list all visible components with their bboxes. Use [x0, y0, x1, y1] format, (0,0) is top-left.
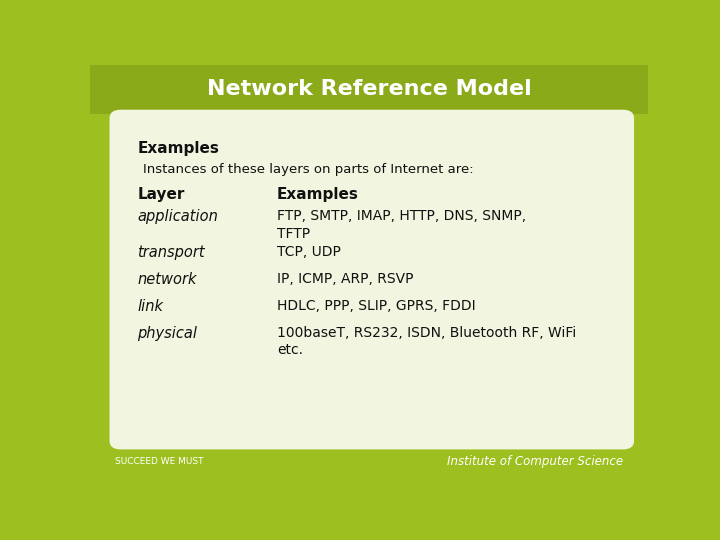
Text: Examples: Examples: [277, 187, 359, 201]
Text: FTP, SMTP, IMAP, HTTP, DNS, SNMP,
TFTP: FTP, SMTP, IMAP, HTTP, DNS, SNMP, TFTP: [277, 210, 526, 241]
Text: Instances of these layers on parts of Internet are:: Instances of these layers on parts of In…: [143, 163, 474, 176]
Text: Network Reference Model: Network Reference Model: [207, 79, 531, 99]
FancyBboxPatch shape: [109, 110, 634, 449]
Text: TCP, UDP: TCP, UDP: [277, 245, 341, 259]
Text: Layer: Layer: [138, 187, 185, 201]
Text: network: network: [138, 272, 197, 287]
Text: 100baseT, RS232, ISDN, Bluetooth RF, WiFi
etc.: 100baseT, RS232, ISDN, Bluetooth RF, WiF…: [277, 326, 576, 357]
Text: SUCCEED WE MUST: SUCCEED WE MUST: [115, 456, 204, 465]
Text: HDLC, PPP, SLIP, GPRS, FDDI: HDLC, PPP, SLIP, GPRS, FDDI: [277, 299, 475, 313]
Text: transport: transport: [138, 245, 205, 260]
Text: physical: physical: [138, 326, 197, 341]
Text: application: application: [138, 210, 218, 225]
Text: link: link: [138, 299, 163, 314]
Text: IP, ICMP, ARP, RSVP: IP, ICMP, ARP, RSVP: [277, 272, 413, 286]
Text: Institute of Computer Science: Institute of Computer Science: [447, 455, 623, 468]
Text: Examples: Examples: [138, 141, 220, 156]
Bar: [90, 65, 648, 114]
